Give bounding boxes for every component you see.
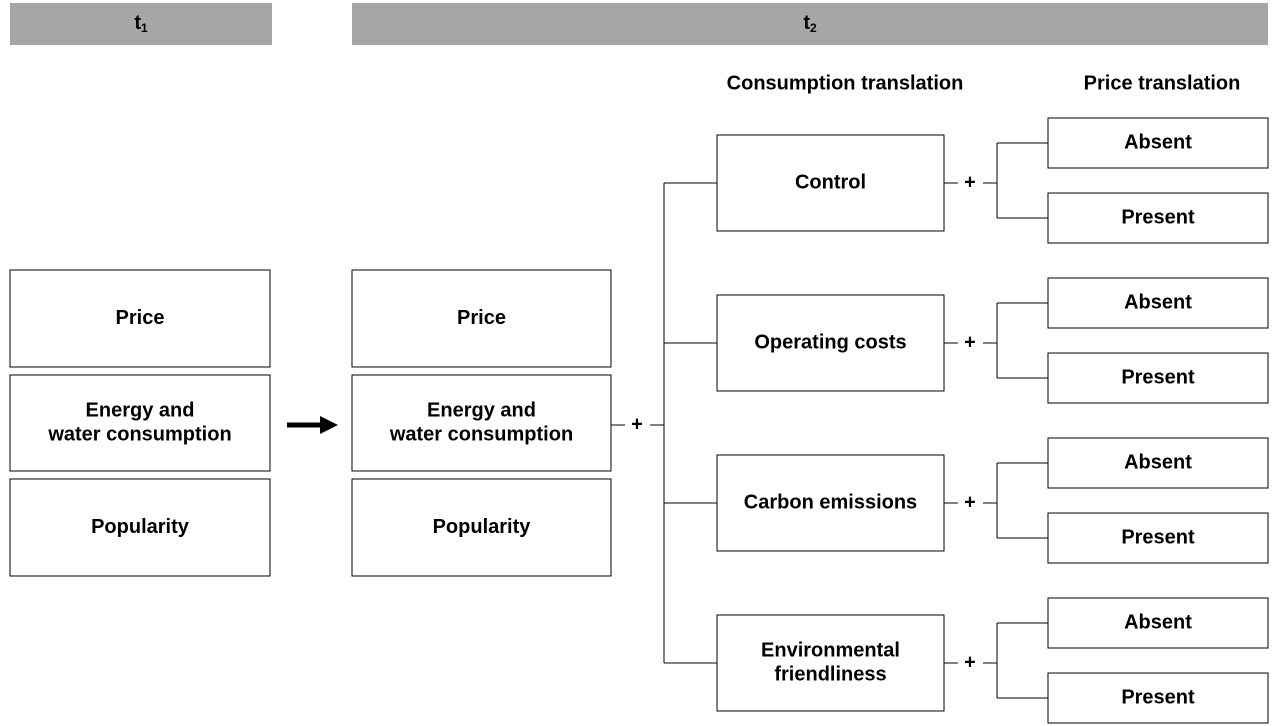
header-subscript: 2 xyxy=(810,21,817,35)
box-label: Energy and xyxy=(86,399,195,421)
box-label: Environmental xyxy=(761,639,900,661)
header-bar xyxy=(10,3,272,45)
header-label: t1 xyxy=(134,12,148,35)
box-label: friendliness xyxy=(774,663,886,685)
arrow-head xyxy=(320,416,338,434)
box xyxy=(9,374,271,472)
header-bar xyxy=(352,3,1268,45)
operator: + xyxy=(964,491,976,513)
box xyxy=(1047,277,1269,329)
box xyxy=(1047,672,1269,724)
operator: + xyxy=(631,413,643,435)
box xyxy=(351,269,612,368)
column-header: Consumption translation xyxy=(727,72,964,94)
box xyxy=(1047,512,1269,564)
box-label: Energy and xyxy=(427,399,536,421)
operator: + xyxy=(964,171,976,193)
box xyxy=(1047,597,1269,649)
box xyxy=(351,374,612,472)
box-label: Present xyxy=(1121,526,1195,548)
column-header: Price translation xyxy=(1084,72,1241,94)
box xyxy=(1047,117,1269,169)
box-label: Present xyxy=(1121,206,1195,228)
box-label: Absent xyxy=(1124,451,1192,473)
box-label: Control xyxy=(795,171,866,193)
box xyxy=(9,478,271,577)
box-label: Absent xyxy=(1124,291,1192,313)
box xyxy=(1047,437,1269,489)
box xyxy=(716,294,945,392)
header-subscript: 1 xyxy=(141,21,148,35)
box-label: water consumption xyxy=(47,423,231,445)
box-label: Present xyxy=(1121,366,1195,388)
box-label: Absent xyxy=(1124,131,1192,153)
box-label: Present xyxy=(1121,686,1195,708)
box xyxy=(351,478,612,577)
box xyxy=(716,134,945,232)
box-label: Popularity xyxy=(91,516,190,538)
header-label: t2 xyxy=(803,12,817,35)
box xyxy=(9,269,271,368)
header-text: t xyxy=(134,12,141,34)
box xyxy=(716,454,945,552)
box xyxy=(1047,192,1269,244)
box-label: Price xyxy=(116,307,165,329)
box xyxy=(716,614,945,712)
operator: + xyxy=(964,331,976,353)
box-label: Absent xyxy=(1124,611,1192,633)
box-label: Popularity xyxy=(433,516,532,538)
box xyxy=(1047,352,1269,404)
box-label: Operating costs xyxy=(754,331,906,353)
box-label: Carbon emissions xyxy=(744,491,917,513)
box-label: Price xyxy=(457,307,506,329)
box-label: water consumption xyxy=(389,423,573,445)
header-text: t xyxy=(803,12,810,34)
operator: + xyxy=(964,651,976,673)
